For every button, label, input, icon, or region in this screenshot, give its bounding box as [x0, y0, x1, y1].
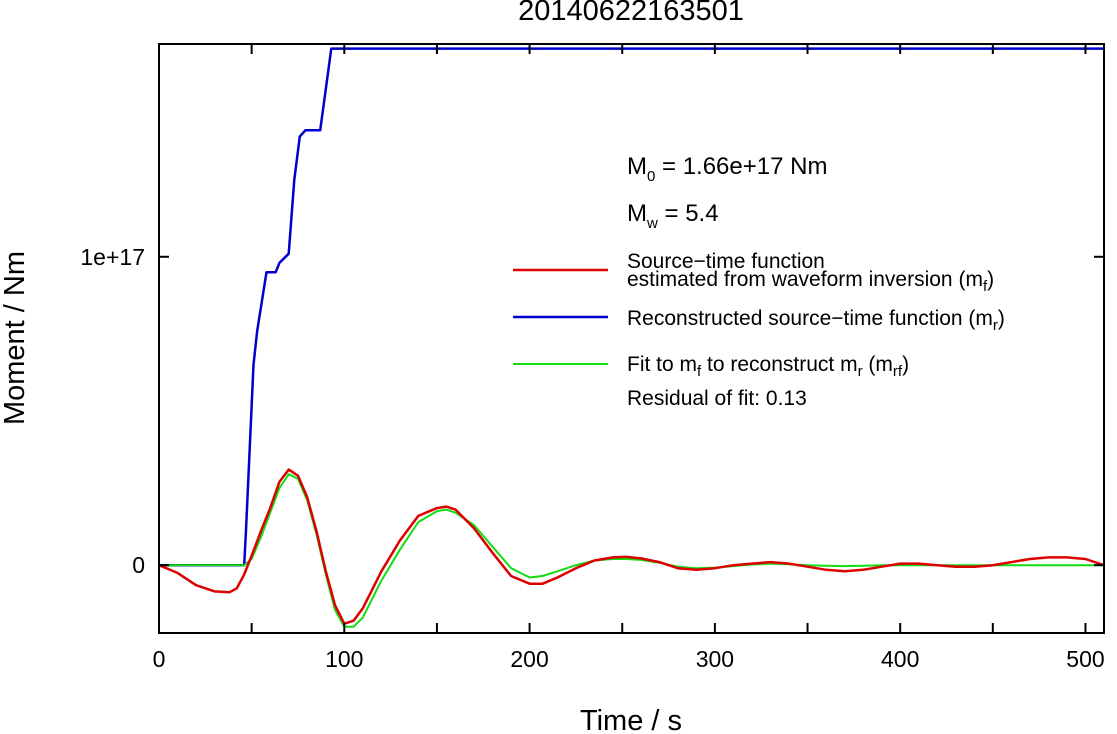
- x-tick-label: 200: [510, 646, 548, 672]
- series-layer: [158, 47, 1105, 628]
- m0-subscript: 0: [647, 168, 655, 185]
- legend-label-mf-line1: Source−time function: [627, 250, 825, 273]
- plot-frame: [158, 43, 1105, 634]
- series-line-mrf: [159, 473, 1104, 628]
- mw-value: = 5.4: [658, 200, 719, 227]
- legend-mr-close: ): [998, 307, 1005, 330]
- legend-mf-text: estimated from waveform inversion (m: [627, 268, 983, 291]
- legend-mf-close: ): [987, 268, 994, 291]
- legend-mrf-text: Fit to m: [627, 353, 697, 376]
- residual-annotation: Residual of fit: 0.13: [627, 387, 807, 410]
- legend-label-mf-line2: estimated from waveform inversion (mf): [627, 268, 994, 295]
- m0-annotation: M0 = 1.66e+17 Nm: [627, 153, 827, 185]
- legend: Source−time function estimated from wave…: [513, 250, 1005, 410]
- legend-label-mr: Reconstructed source−time function (mr): [627, 307, 1005, 334]
- legend-mr-sub: r: [993, 317, 998, 334]
- legend-mrf-sub2: r: [858, 363, 863, 380]
- legend-mrf-mid: to reconstruct m: [701, 353, 857, 376]
- ticks-layer: 0 100 200 300 400 500 0 1e+17: [80, 44, 1105, 672]
- x-tick-label: 300: [696, 646, 734, 672]
- legend-mrf-sub1: f: [697, 363, 702, 380]
- y-tick-label: 1e+17: [80, 244, 145, 270]
- m0-symbol: M: [627, 153, 647, 180]
- chart-title: 20140622163501: [518, 0, 744, 27]
- legend-mrf-close: ): [902, 353, 909, 376]
- x-tick-label: 500: [1066, 646, 1104, 672]
- m0-value: = 1.66e+17 Nm: [655, 153, 827, 180]
- x-tick-label: 0: [153, 646, 166, 672]
- series-line-mr: [159, 47, 1104, 567]
- y-axis-title: Moment / Nm: [0, 251, 31, 425]
- y-tick-label: 0: [132, 552, 145, 578]
- legend-mrf-mid2: (m: [863, 353, 893, 376]
- x-axis-title: Time / s: [580, 705, 682, 734]
- series-line-mf: [158, 468, 1105, 625]
- legend-mr-text: Reconstructed source−time function (m: [627, 307, 993, 330]
- legend-mrf-sub3: rf: [893, 363, 903, 380]
- legend-mf-sub: f: [983, 278, 988, 295]
- legend-label-mrf: Fit to mf to reconstruct mr (mrf): [627, 353, 909, 380]
- mw-annotation: Mw = 5.4: [627, 200, 719, 232]
- x-tick-label: 400: [881, 646, 919, 672]
- mw-symbol: M: [627, 200, 647, 227]
- mw-subscript: w: [646, 215, 658, 232]
- x-tick-label: 100: [325, 646, 363, 672]
